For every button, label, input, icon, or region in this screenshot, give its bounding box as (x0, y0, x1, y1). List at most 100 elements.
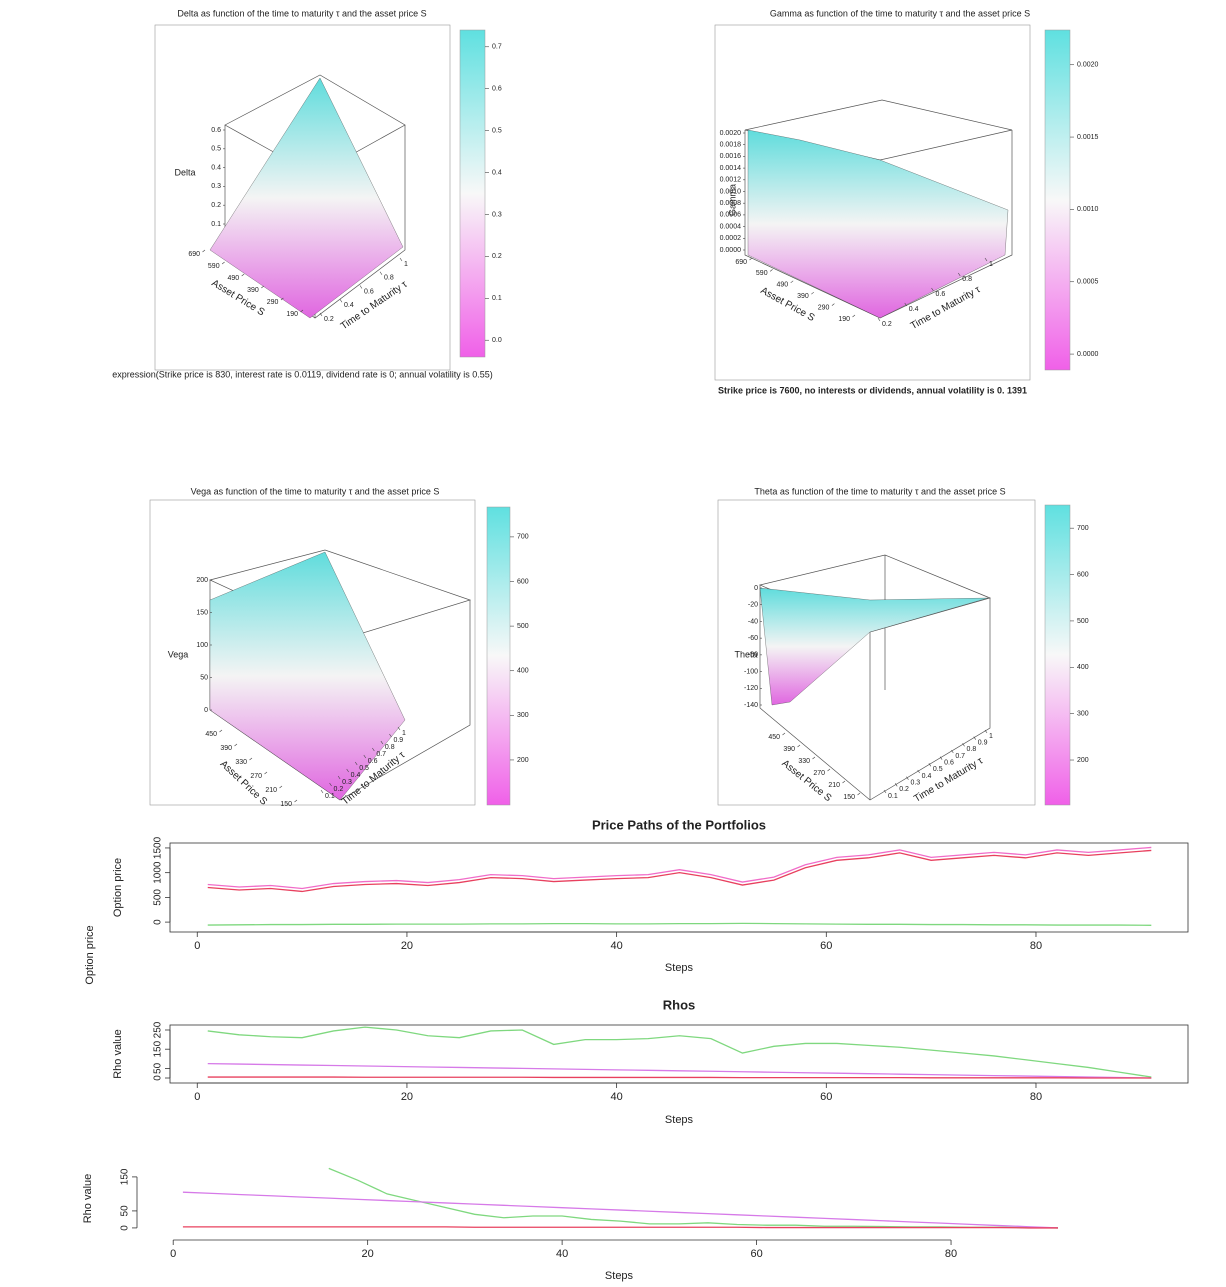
colorbar-label: 400 (1077, 664, 1089, 671)
panel-title: Theta as function of the time to maturit… (754, 486, 1005, 496)
x-tick-label: 40 (610, 940, 622, 952)
tick-mark (852, 314, 856, 318)
x-tick-label: 20 (362, 1248, 374, 1260)
panel-border (149, 499, 476, 806)
colorbar-label: 0.6 (492, 86, 502, 93)
x-tick-label: 0 (194, 1091, 200, 1103)
z-axis-label: Delta (174, 167, 195, 177)
colorbar-label: 0.3 (492, 211, 502, 218)
tick-mark (962, 743, 965, 747)
tick-label: 0.1 (325, 793, 335, 800)
colorbar-label: 0.0020 (1077, 62, 1099, 69)
tick-label: 690 (188, 251, 200, 258)
colorbar-label: 500 (517, 623, 529, 630)
tick-mark (399, 257, 403, 262)
tick-label: 0.1 (888, 793, 898, 800)
tick-mark (917, 769, 920, 774)
tick-label: 0.0014 (720, 165, 742, 172)
x-axis-label: Asset Price S (780, 758, 834, 804)
tick-label: -120 (744, 685, 758, 692)
colorbar (1044, 504, 1071, 806)
y-tick-label: 500 (153, 889, 164, 906)
tick-mark (261, 285, 264, 289)
tick-mark (264, 771, 268, 775)
tick-mark (337, 775, 341, 780)
tick-label: 390 (783, 746, 795, 753)
tick-label: 0.8 (962, 276, 972, 283)
tick-label: 0.4 (211, 164, 221, 171)
series-line (328, 1167, 1059, 1229)
tick-label: 0.2 (899, 786, 909, 793)
series-line (182, 1191, 1059, 1229)
colorbar (1044, 29, 1071, 371)
tick-label: 0.6 (368, 758, 378, 765)
tick-mark (812, 756, 816, 760)
series-line (182, 1226, 1058, 1229)
tick-label: 0.3 (211, 183, 221, 190)
tick-mark (811, 291, 814, 295)
x-axis-label: Asset Price S (759, 285, 817, 324)
tick-mark (280, 297, 284, 301)
tick-label: 0.6 (364, 288, 374, 295)
tick-label: 0 (754, 585, 758, 592)
tick-mark (769, 269, 773, 272)
x-tick-label: 60 (750, 1248, 762, 1260)
tick-label: 150 (280, 801, 292, 808)
annotation: Option price (84, 925, 96, 984)
tick-label: 0.4 (922, 773, 932, 780)
tick-mark (906, 776, 909, 780)
tick-mark (958, 272, 961, 277)
tick-label: 0.0004 (720, 223, 742, 230)
z-axis-label: Gamma (727, 184, 737, 216)
tick-mark (329, 782, 332, 787)
tick-label: 490 (777, 282, 789, 289)
y-tick-label: 150 (120, 1168, 131, 1185)
x-tick-label: 0 (194, 940, 200, 952)
tick-label: 0.1 (211, 221, 221, 228)
tick-mark (234, 743, 238, 747)
tick-mark (379, 271, 383, 275)
tick-mark (883, 789, 887, 794)
tick-mark (877, 317, 881, 322)
tick-mark (221, 261, 225, 265)
y-tick-label: 0 (120, 1225, 131, 1231)
series-group (182, 1167, 1059, 1229)
tick-label: 190 (286, 311, 298, 318)
tick-label: 290 (267, 299, 279, 306)
tick-label: 50 (200, 674, 208, 681)
tick-label: 0.0012 (720, 177, 742, 184)
tick-label: 0.0002 (720, 235, 742, 242)
tick-mark (857, 792, 861, 796)
x-axis-label: Asset Price S (218, 759, 270, 808)
tick-mark (339, 299, 343, 303)
series-line (207, 1062, 1152, 1079)
series-line (207, 1026, 1152, 1078)
colorbar-label: 0.0005 (1077, 279, 1099, 286)
tick-label: 0.9 (393, 737, 403, 744)
cube-frame (758, 554, 992, 801)
colorbar-label: 0.0000 (1077, 351, 1099, 358)
series-line (207, 849, 1152, 893)
colorbar-label: 300 (517, 712, 529, 719)
x-tick-label: 0 (170, 1248, 176, 1260)
tick-label: 390 (247, 287, 259, 294)
tick-mark (363, 754, 367, 759)
x-axis-label: Steps (605, 1270, 634, 1282)
tick-label: 0.4 (344, 302, 354, 309)
tick-label: 1 (989, 733, 993, 740)
tick-label: 0.0018 (720, 142, 742, 149)
tick-label: -100 (744, 668, 758, 675)
tick-label: 0.2 (334, 786, 344, 793)
colorbar-label: 700 (517, 534, 529, 541)
colorbar-label: 300 (1077, 710, 1089, 717)
tick-label: 270 (250, 773, 262, 780)
tick-mark (359, 285, 363, 289)
tick-mark (372, 747, 375, 752)
tick-label: 0.7 (376, 751, 386, 758)
y-tick-label: 50 (153, 1062, 164, 1074)
tick-label: 100 (196, 642, 208, 649)
tick-mark (202, 249, 206, 253)
y-tick-label: 150 (153, 1040, 164, 1057)
